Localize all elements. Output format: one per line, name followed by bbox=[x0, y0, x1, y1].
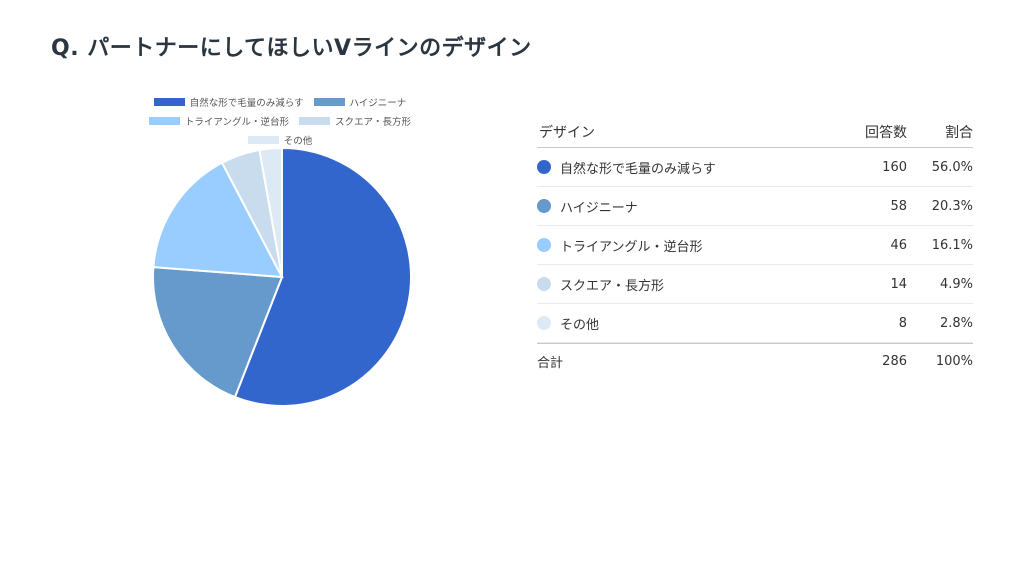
row-label: トライアングル・逆台形 bbox=[560, 239, 703, 255]
table-row: トライアングル・逆台形 46 16.1% bbox=[537, 226, 973, 265]
table-row: スクエア・長方形 14 4.9% bbox=[537, 265, 973, 304]
pie-slice bbox=[233, 146, 412, 407]
legend-label: スクエア・長方形 bbox=[335, 116, 412, 128]
legend-label: ハイジニーナ bbox=[349, 97, 407, 109]
legend-item: スクエア・長方形 bbox=[299, 114, 411, 128]
row-count: 46 bbox=[890, 237, 907, 253]
legend-row: その他 bbox=[130, 130, 430, 149]
row-pct: 2.8% bbox=[939, 315, 973, 331]
legend-row: 自然な形で毛量のみ減らす ハイジニーナ bbox=[130, 92, 430, 111]
header-design: デザイン bbox=[539, 124, 595, 141]
table-row: ハイジニーナ 58 20.3% bbox=[537, 187, 973, 226]
color-dot bbox=[537, 160, 551, 174]
total-count: 286 bbox=[882, 354, 907, 369]
row-label-cell: 自然な形で毛量のみ減らす bbox=[537, 158, 837, 177]
table-header: デザイン 回答数 割合 bbox=[537, 116, 973, 148]
row-label: スクエア・長方形 bbox=[560, 278, 665, 294]
legend-label: その他 bbox=[283, 135, 313, 147]
row-label-cell: スクエア・長方形 bbox=[537, 275, 837, 294]
row-label: ハイジニーナ bbox=[560, 200, 638, 216]
legend-row: トライアングル・逆台形 スクエア・長方形 bbox=[130, 111, 430, 130]
table-row: 自然な形で毛量のみ減らす 160 56.0% bbox=[537, 148, 973, 187]
pie-chart-svg bbox=[152, 146, 412, 407]
total-pct: 100% bbox=[935, 354, 973, 369]
legend-item: ハイジニーナ bbox=[313, 95, 407, 109]
row-count: 14 bbox=[890, 276, 907, 292]
header-pct: 割合 bbox=[945, 124, 973, 141]
row-pct: 16.1% bbox=[931, 237, 973, 253]
header-count: 回答数 bbox=[865, 124, 907, 141]
page-title: Q. パートナーにしてほしいVラインのデザイン bbox=[51, 36, 532, 61]
pie-slice bbox=[152, 161, 284, 279]
row-pct: 4.9% bbox=[939, 276, 973, 292]
row-count: 8 bbox=[898, 315, 907, 331]
legend-label: トライアングル・逆台形 bbox=[184, 116, 290, 128]
legend-swatch bbox=[148, 116, 180, 125]
chart-legend: 自然な形で毛量のみ減らす ハイジニーナ トライアングル・逆台形 スクエア・長方形… bbox=[130, 92, 430, 149]
legend-item: その他 bbox=[247, 133, 313, 147]
table-total-row: 合計 286 100% bbox=[537, 343, 973, 379]
legend-swatch bbox=[299, 116, 331, 125]
row-label: その他 bbox=[560, 317, 600, 333]
row-pct: 56.0% bbox=[931, 159, 973, 175]
table-row: その他 8 2.8% bbox=[537, 304, 973, 343]
color-dot bbox=[537, 277, 551, 291]
color-dot bbox=[537, 199, 551, 213]
total-label: 合計 bbox=[537, 356, 564, 371]
row-label-cell: トライアングル・逆台形 bbox=[537, 236, 837, 255]
legend-swatch bbox=[247, 135, 279, 144]
row-count: 58 bbox=[890, 198, 907, 214]
color-dot bbox=[537, 316, 551, 330]
row-label-cell: その他 bbox=[537, 314, 837, 333]
pie-slice bbox=[258, 146, 283, 278]
row-count: 160 bbox=[882, 159, 907, 175]
legend-swatch bbox=[153, 97, 185, 106]
pie-chart bbox=[151, 146, 413, 408]
pie-slice bbox=[152, 266, 284, 399]
legend-item: 自然な形で毛量のみ減らす bbox=[153, 95, 304, 109]
results-table: デザイン 回答数 割合 自然な形で毛量のみ減らす 160 56.0% ハイジニー… bbox=[537, 116, 973, 379]
legend-label: 自然な形で毛量のみ減らす bbox=[189, 97, 304, 109]
row-label-cell: ハイジニーナ bbox=[537, 197, 837, 216]
row-pct: 20.3% bbox=[931, 198, 973, 214]
legend-item: トライアングル・逆台形 bbox=[148, 114, 290, 128]
legend-swatch bbox=[313, 97, 345, 106]
color-dot bbox=[537, 238, 551, 252]
row-label: 自然な形で毛量のみ減らす bbox=[560, 161, 716, 177]
